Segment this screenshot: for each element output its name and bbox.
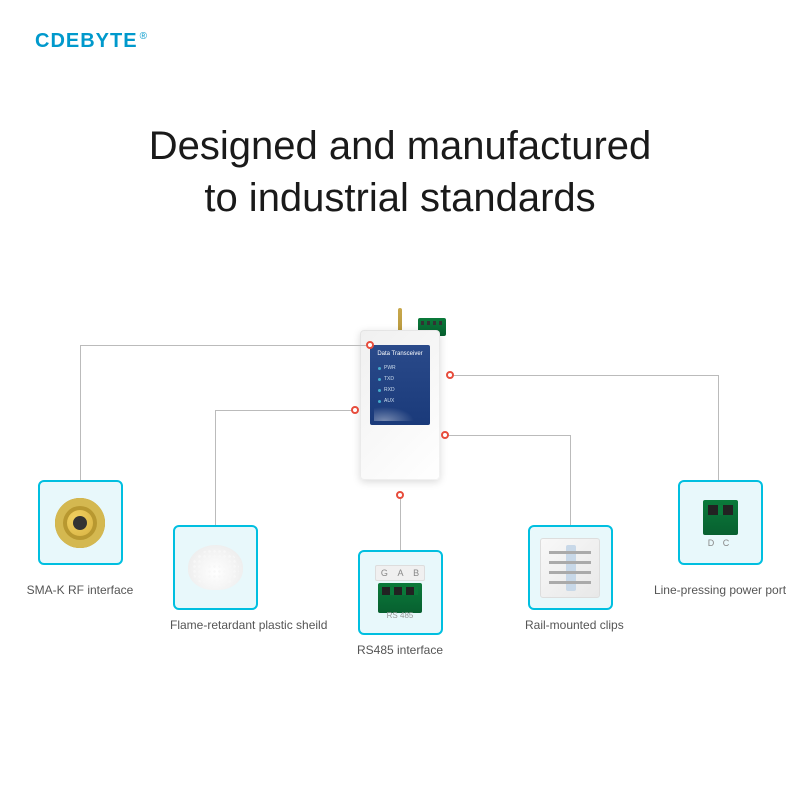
- connector-line: [80, 345, 81, 480]
- headline-line2: to industrial standards: [204, 176, 595, 220]
- pin-label: B: [413, 568, 419, 578]
- antenna-icon: [398, 308, 402, 332]
- led-label: RXD: [384, 387, 395, 393]
- dc-port-icon: D C: [693, 495, 748, 550]
- feature-box: G A B RS 485: [358, 550, 443, 635]
- feature-label: SMA-K RF interface: [27, 583, 134, 597]
- headline-line1: Designed and manufactured: [149, 124, 652, 168]
- feature-label: Flame-retardant plastic sheild: [170, 618, 260, 632]
- connector-line: [215, 410, 216, 525]
- connector-dot-icon: [441, 431, 449, 439]
- feature-plastic: Flame-retardant plastic sheild: [170, 525, 260, 632]
- feature-power: D C Line-pressing power port: [675, 480, 765, 565]
- pin-label: A: [397, 568, 403, 578]
- terminal-icon: [703, 500, 738, 535]
- device: Data Transceiver PWR TXD RXD AUX: [340, 300, 460, 500]
- feature-box: [173, 525, 258, 610]
- rs485-icon: G A B RS 485: [370, 565, 430, 620]
- connector-dot-icon: [446, 371, 454, 379]
- connector-line: [215, 410, 355, 411]
- led-dot-icon: [378, 389, 381, 392]
- feature-box: D C: [678, 480, 763, 565]
- connector-dot-icon: [351, 406, 359, 414]
- feature-label: Line-pressing power port: [654, 583, 786, 597]
- led-row: RXD: [378, 387, 396, 393]
- feature-sma: SMA-K RF interface: [35, 480, 125, 565]
- brand-logo: CDEBYTE®: [35, 30, 148, 53]
- feature-box: [38, 480, 123, 565]
- rs485-pins: G A B: [375, 565, 425, 581]
- feature-rs485: G A B RS 485 RS485 interface: [355, 550, 445, 657]
- clips-icon: [540, 538, 600, 598]
- feature-box: [528, 525, 613, 610]
- led-label: PWR: [384, 365, 396, 371]
- connector-line: [450, 375, 718, 376]
- connector-line: [570, 435, 571, 525]
- rs485-sublabel: RS 485: [375, 611, 425, 620]
- connector-line: [445, 435, 570, 436]
- brand-mark: ®: [140, 31, 148, 42]
- pellets-icon: [188, 545, 243, 590]
- connector-line: [80, 345, 370, 346]
- feature-label: Rail-mounted clips: [525, 618, 615, 632]
- connector-line: [400, 495, 401, 550]
- connector-dot-icon: [366, 341, 374, 349]
- terminal-icon: [378, 583, 422, 613]
- sma-connector-icon: [55, 498, 105, 548]
- connector-dot-icon: [396, 491, 404, 499]
- connector-line: [718, 375, 719, 480]
- led-dot-icon: [378, 378, 381, 381]
- feature-label: RS485 interface: [355, 643, 445, 657]
- pin-label: G: [381, 568, 388, 578]
- device-wave-icon: [374, 401, 426, 421]
- led-row: PWR: [378, 365, 396, 371]
- device-label-text: Data Transceiver: [370, 351, 430, 357]
- device-label: Data Transceiver PWR TXD RXD AUX: [370, 345, 430, 425]
- brand-name: CDEBYTE: [35, 30, 138, 52]
- led-label: TXD: [384, 376, 394, 382]
- dc-label: D C: [693, 538, 748, 548]
- feature-clips: Rail-mounted clips: [525, 525, 615, 632]
- diagram: Data Transceiver PWR TXD RXD AUX SMA-K R…: [0, 280, 800, 760]
- led-row: TXD: [378, 376, 396, 382]
- headline: Designed and manufactured to industrial …: [0, 120, 800, 224]
- device-leds: PWR TXD RXD AUX: [378, 365, 396, 404]
- led-dot-icon: [378, 367, 381, 370]
